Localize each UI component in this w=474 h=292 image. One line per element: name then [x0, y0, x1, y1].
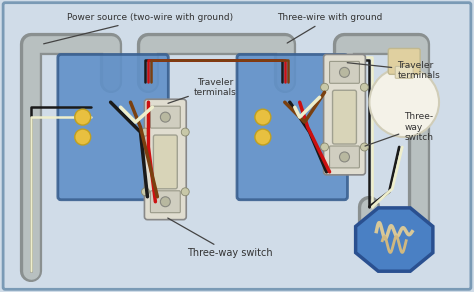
- Circle shape: [160, 197, 170, 207]
- FancyBboxPatch shape: [145, 99, 186, 220]
- Text: Three-wire with ground: Three-wire with ground: [277, 13, 382, 43]
- FancyBboxPatch shape: [3, 3, 471, 289]
- Circle shape: [255, 109, 271, 125]
- Text: Traveler
terminals: Traveler terminals: [347, 61, 440, 80]
- Circle shape: [181, 188, 189, 196]
- Circle shape: [181, 128, 189, 136]
- Circle shape: [339, 67, 349, 77]
- Text: Power source (two-wire with ground): Power source (two-wire with ground): [44, 13, 234, 44]
- Circle shape: [339, 152, 349, 162]
- FancyBboxPatch shape: [333, 90, 356, 144]
- Circle shape: [320, 143, 328, 151]
- FancyBboxPatch shape: [329, 146, 359, 168]
- Circle shape: [369, 67, 439, 137]
- Text: Three-
way
switch: Three- way switch: [365, 112, 433, 146]
- Circle shape: [75, 129, 91, 145]
- FancyBboxPatch shape: [58, 54, 168, 200]
- Text: Three-way switch: Three-way switch: [168, 218, 273, 258]
- Circle shape: [160, 112, 170, 122]
- FancyBboxPatch shape: [388, 48, 420, 74]
- Text: Traveler
terminals: Traveler terminals: [168, 78, 237, 103]
- FancyBboxPatch shape: [324, 54, 365, 175]
- FancyBboxPatch shape: [154, 135, 177, 189]
- Circle shape: [320, 83, 328, 91]
- Circle shape: [255, 129, 271, 145]
- Circle shape: [141, 188, 149, 196]
- Circle shape: [141, 128, 149, 136]
- FancyBboxPatch shape: [329, 61, 359, 83]
- Polygon shape: [356, 208, 433, 271]
- Circle shape: [75, 109, 91, 125]
- FancyBboxPatch shape: [150, 106, 180, 128]
- FancyBboxPatch shape: [395, 66, 413, 78]
- Circle shape: [360, 143, 368, 151]
- Circle shape: [360, 83, 368, 91]
- FancyBboxPatch shape: [237, 54, 347, 200]
- FancyBboxPatch shape: [150, 191, 180, 213]
